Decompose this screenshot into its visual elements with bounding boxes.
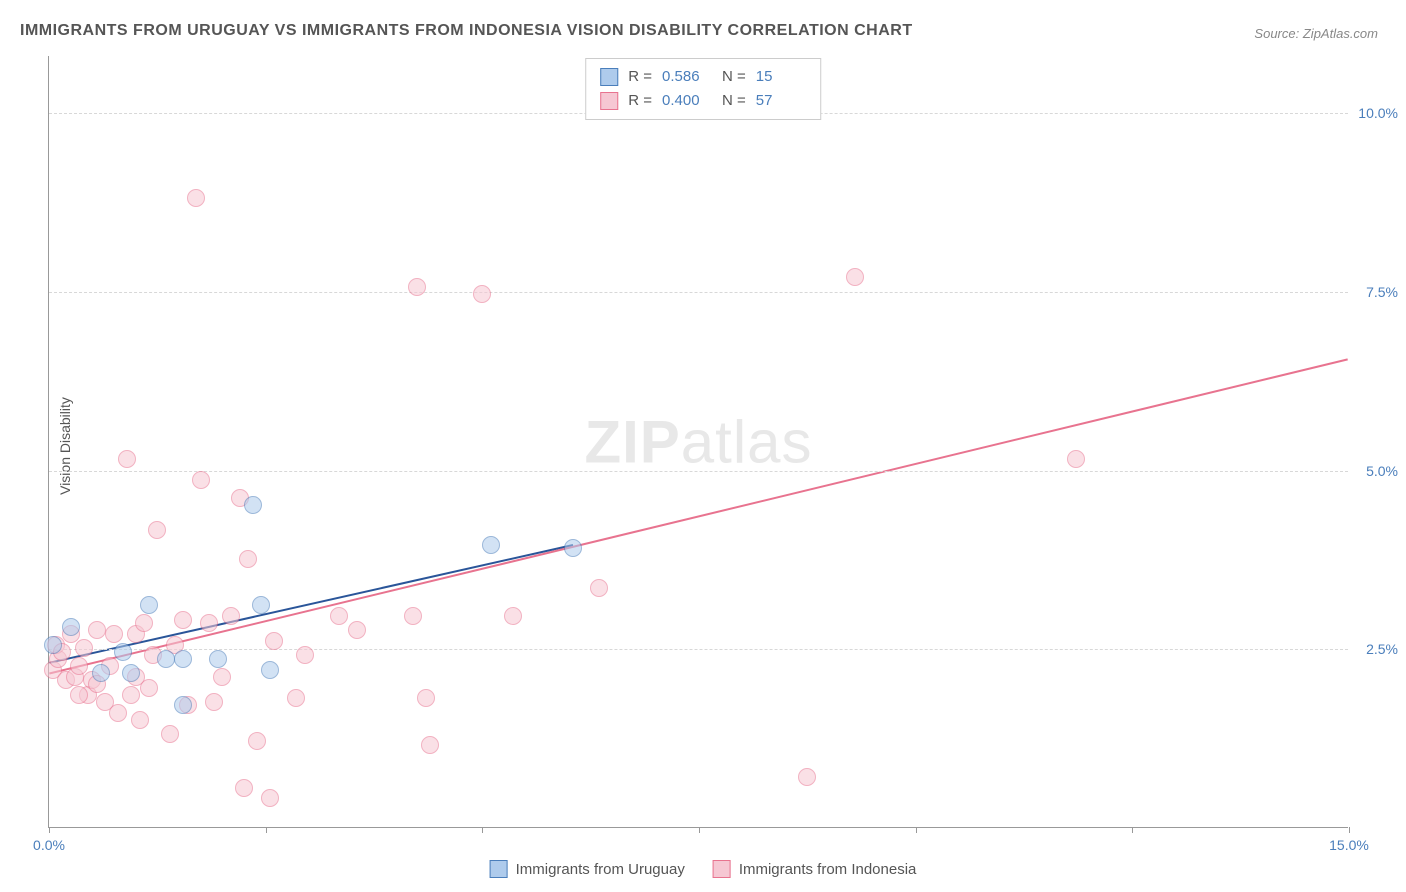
scatter-point: [174, 611, 192, 629]
chart-title: IMMIGRANTS FROM URUGUAY VS IMMIGRANTS FR…: [20, 22, 913, 40]
scatter-point: [473, 285, 491, 303]
x-tick-label: 15.0%: [1329, 837, 1369, 853]
scatter-point: [239, 550, 257, 568]
scatter-point: [157, 650, 175, 668]
legend-series-label: Immigrants from Indonesia: [739, 861, 917, 878]
scatter-point: [846, 268, 864, 286]
scatter-point: [798, 768, 816, 786]
n-value: 15: [756, 65, 806, 89]
scatter-point: [122, 686, 140, 704]
x-tick: [266, 827, 267, 833]
scatter-point: [205, 693, 223, 711]
scatter-point: [504, 607, 522, 625]
legend-stats-row: R = 0.586 N = 15: [600, 65, 806, 89]
scatter-point: [122, 664, 140, 682]
scatter-point: [118, 450, 136, 468]
scatter-point: [88, 621, 106, 639]
watermark: ZIPatlas: [584, 407, 812, 476]
scatter-point: [244, 496, 262, 514]
scatter-point: [131, 711, 149, 729]
legend-series-item: Immigrants from Uruguay: [490, 860, 685, 878]
n-label: N =: [722, 65, 746, 89]
scatter-point: [296, 646, 314, 664]
legend-series-label: Immigrants from Uruguay: [516, 861, 685, 878]
scatter-point: [248, 732, 266, 750]
legend-series: Immigrants from Uruguay Immigrants from I…: [490, 860, 917, 878]
scatter-point: [174, 650, 192, 668]
scatter-point: [421, 736, 439, 754]
source-name: ZipAtlas.com: [1303, 26, 1378, 41]
scatter-point: [70, 657, 88, 675]
scatter-point: [187, 189, 205, 207]
scatter-point: [161, 725, 179, 743]
trend-lines-svg: [49, 56, 1348, 827]
n-label: N =: [722, 89, 746, 113]
scatter-point: [564, 539, 582, 557]
x-tick: [482, 827, 483, 833]
scatter-point: [105, 625, 123, 643]
scatter-point: [261, 661, 279, 679]
x-tick: [49, 827, 50, 833]
scatter-point: [348, 621, 366, 639]
scatter-point: [287, 689, 305, 707]
scatter-point: [222, 607, 240, 625]
legend-swatch: [490, 860, 508, 878]
gridline: [49, 292, 1348, 293]
scatter-point: [404, 607, 422, 625]
x-tick: [916, 827, 917, 833]
scatter-point: [209, 650, 227, 668]
x-tick: [1349, 827, 1350, 833]
scatter-point: [148, 521, 166, 539]
scatter-point: [265, 632, 283, 650]
source-label: Source:: [1254, 26, 1299, 41]
legend-swatch: [600, 92, 618, 110]
scatter-point: [174, 696, 192, 714]
scatter-point: [62, 618, 80, 636]
scatter-point: [590, 579, 608, 597]
x-tick-label: 0.0%: [33, 837, 65, 853]
y-tick-label: 10.0%: [1358, 105, 1398, 121]
legend-stats-row: R = 0.400 N = 57: [600, 89, 806, 113]
r-label: R =: [628, 65, 652, 89]
scatter-point: [200, 614, 218, 632]
watermark-light: atlas: [681, 408, 813, 475]
scatter-point: [70, 686, 88, 704]
source-attribution: Source: ZipAtlas.com: [1254, 26, 1378, 41]
scatter-point: [235, 779, 253, 797]
r-label: R =: [628, 89, 652, 113]
legend-stats-box: R = 0.586 N = 15 R = 0.400 N = 57: [585, 58, 821, 120]
n-value: 57: [756, 89, 806, 113]
chart-plot-area: ZIPatlas 2.5%5.0%7.5%10.0%0.0%15.0%: [48, 56, 1348, 828]
scatter-point: [75, 639, 93, 657]
x-tick: [699, 827, 700, 833]
x-tick: [1132, 827, 1133, 833]
scatter-point: [109, 704, 127, 722]
scatter-point: [417, 689, 435, 707]
scatter-point: [482, 536, 500, 554]
y-tick-label: 7.5%: [1366, 284, 1398, 300]
scatter-point: [135, 614, 153, 632]
scatter-point: [92, 664, 110, 682]
scatter-point: [408, 278, 426, 296]
watermark-bold: ZIP: [584, 408, 680, 475]
scatter-point: [44, 636, 62, 654]
scatter-point: [114, 643, 132, 661]
scatter-point: [192, 471, 210, 489]
scatter-point: [213, 668, 231, 686]
scatter-point: [330, 607, 348, 625]
r-value: 0.586: [662, 65, 712, 89]
scatter-point: [1067, 450, 1085, 468]
trend-line: [49, 359, 1347, 673]
scatter-point: [140, 596, 158, 614]
scatter-point: [261, 789, 279, 807]
legend-series-item: Immigrants from Indonesia: [713, 860, 917, 878]
gridline: [49, 471, 1348, 472]
scatter-point: [252, 596, 270, 614]
legend-swatch: [600, 68, 618, 86]
y-tick-label: 5.0%: [1366, 463, 1398, 479]
gridline: [49, 649, 1348, 650]
y-tick-label: 2.5%: [1366, 641, 1398, 657]
legend-swatch: [713, 860, 731, 878]
r-value: 0.400: [662, 89, 712, 113]
